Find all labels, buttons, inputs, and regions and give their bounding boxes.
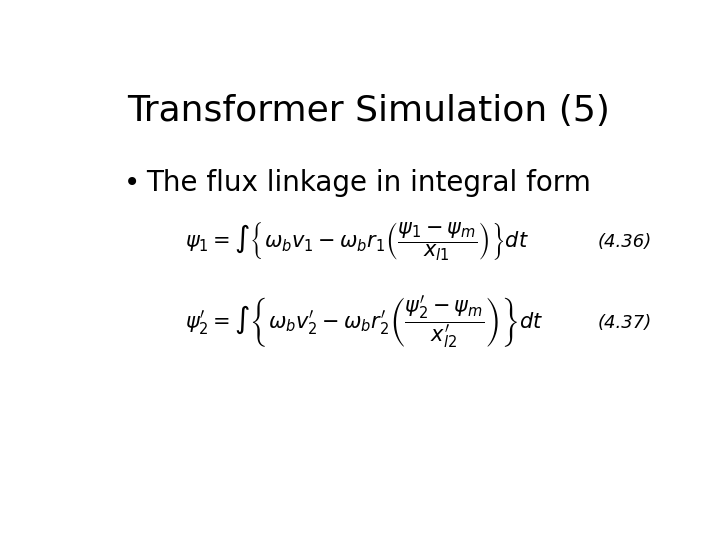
Text: The flux linkage in integral form: The flux linkage in integral form	[145, 168, 590, 197]
Text: (4.37): (4.37)	[598, 314, 652, 332]
Text: Transformer Simulation (5): Transformer Simulation (5)	[127, 94, 611, 128]
Text: (4.36): (4.36)	[598, 233, 652, 251]
Text: $\psi_1 = \int \left\{ \omega_b v_1 - \omega_b r_1 \left( \dfrac{\psi_1 - \psi_m: $\psi_1 = \int \left\{ \omega_b v_1 - \o…	[185, 220, 528, 262]
Text: •: •	[124, 168, 140, 197]
Text: $\psi_2^{\prime} = \int \left\{ \omega_b v_2^{\prime} - \omega_b r_2^{\prime} \l: $\psi_2^{\prime} = \int \left\{ \omega_b…	[185, 294, 543, 351]
